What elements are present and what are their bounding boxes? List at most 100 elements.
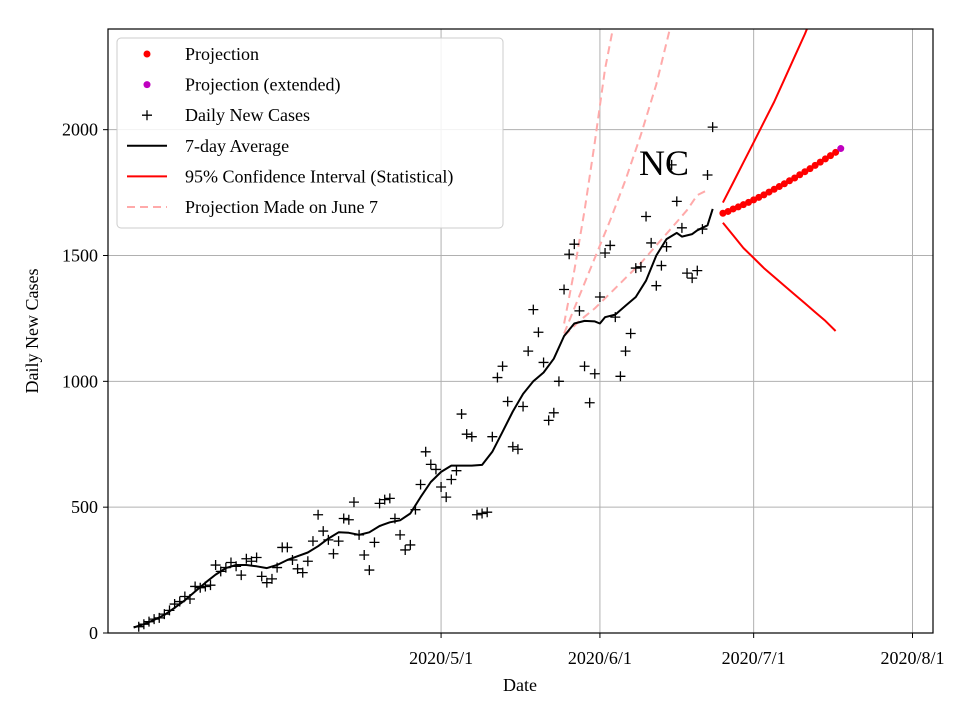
data-point-marker	[328, 548, 339, 559]
data-point-marker	[415, 479, 426, 490]
y-tick-label: 1000	[62, 371, 98, 391]
data-point-marker	[682, 268, 693, 279]
data-point-marker	[282, 542, 293, 553]
data-point-marker	[323, 534, 334, 545]
legend-label: Projection	[185, 44, 259, 64]
data-point-marker	[220, 562, 231, 573]
y-tick-label: 500	[71, 497, 98, 517]
plot-frame	[107, 28, 934, 634]
data-point-marker	[625, 328, 636, 339]
data-point-marker	[656, 260, 667, 271]
legend-box	[116, 37, 504, 229]
data-point-marker	[292, 563, 303, 574]
legend-label: Projection (extended)	[185, 75, 340, 96]
projection-point	[791, 174, 799, 182]
data-point-marker	[205, 580, 216, 591]
data-point-marker	[333, 536, 344, 547]
y-axis-label: Daily New Cases	[22, 269, 42, 394]
data-point-marker	[251, 552, 262, 563]
data-point-marker	[507, 441, 518, 452]
x-tick-label: 2020/8/1	[880, 648, 944, 668]
data-point-marker	[190, 581, 201, 592]
y-tick-label: 0	[89, 623, 98, 643]
data-point-marker	[610, 312, 621, 323]
data-point-marker	[133, 621, 144, 632]
data-point-marker	[651, 280, 662, 291]
data-point-marker	[436, 482, 447, 493]
data-point-marker	[594, 292, 605, 303]
data-point-marker	[256, 571, 267, 582]
data-point-marker	[518, 401, 529, 412]
data-point-marker	[641, 211, 652, 222]
data-point-marker	[523, 346, 534, 357]
series-line	[563, 29, 614, 324]
data-point-marker	[548, 407, 559, 418]
data-point-marker	[179, 591, 190, 602]
data-point-marker	[533, 327, 544, 338]
data-point-marker	[666, 159, 677, 170]
data-point-marker	[389, 513, 400, 524]
legend-marker	[142, 110, 152, 121]
projection-point	[796, 171, 804, 179]
data-point-marker	[420, 446, 431, 457]
data-point-marker	[246, 556, 257, 567]
projection-point	[806, 165, 814, 173]
legend-label: Projection Made on June 7	[185, 197, 378, 217]
data-point-marker	[338, 513, 349, 524]
data-point-marker	[348, 497, 359, 508]
y-tick-label: 2000	[62, 120, 98, 140]
data-point-marker	[400, 544, 411, 555]
data-layer	[133, 29, 845, 632]
data-point-marker	[600, 247, 611, 258]
chart-annotation: NC	[639, 143, 689, 183]
data-point-marker	[318, 526, 329, 537]
data-point-marker	[343, 514, 354, 525]
series-line	[133, 208, 714, 629]
x-tick-label: 2020/5/1	[409, 648, 473, 668]
data-point-marker	[369, 537, 380, 548]
data-point-marker	[620, 346, 631, 357]
data-point-marker	[646, 237, 657, 248]
data-point-marker	[471, 509, 482, 520]
projection-point	[765, 188, 773, 196]
data-point-marker	[266, 573, 277, 584]
data-point-marker	[302, 556, 313, 567]
projection-point	[786, 177, 794, 185]
legend-label: 7-day Average	[185, 136, 289, 156]
data-point-marker	[384, 493, 395, 504]
data-point-marker	[538, 357, 549, 368]
data-point-marker	[589, 368, 600, 379]
data-point-marker	[241, 553, 252, 564]
data-point-marker	[164, 605, 175, 616]
data-point-marker	[210, 560, 221, 571]
series-line	[563, 29, 671, 334]
data-point-marker	[676, 222, 687, 233]
data-point-marker	[697, 224, 708, 235]
legend-marker	[143, 81, 151, 89]
data-point-marker	[200, 581, 211, 592]
data-point-marker	[159, 609, 170, 620]
data-point-marker	[430, 464, 441, 475]
x-axis-label: Date	[503, 675, 537, 695]
data-point-marker	[492, 372, 503, 383]
y-tick-label: 1500	[62, 246, 98, 266]
data-point-marker	[569, 239, 580, 250]
projection-point	[832, 148, 840, 156]
data-point-marker	[297, 567, 308, 578]
data-point-marker	[364, 565, 375, 576]
data-point-marker	[635, 261, 646, 272]
data-point-marker	[574, 305, 585, 316]
data-point-marker	[579, 361, 590, 372]
data-point-marker	[605, 240, 616, 251]
projection-point	[801, 168, 809, 176]
data-point-marker	[584, 397, 595, 408]
projection-point	[811, 161, 819, 169]
data-point-marker	[359, 549, 370, 560]
data-point-marker	[410, 504, 421, 515]
data-point-marker	[630, 263, 641, 274]
data-point-marker	[354, 529, 365, 540]
data-point-marker	[661, 241, 672, 252]
data-point-marker	[692, 265, 703, 276]
data-point-marker	[441, 492, 452, 503]
data-point-marker	[395, 529, 406, 540]
